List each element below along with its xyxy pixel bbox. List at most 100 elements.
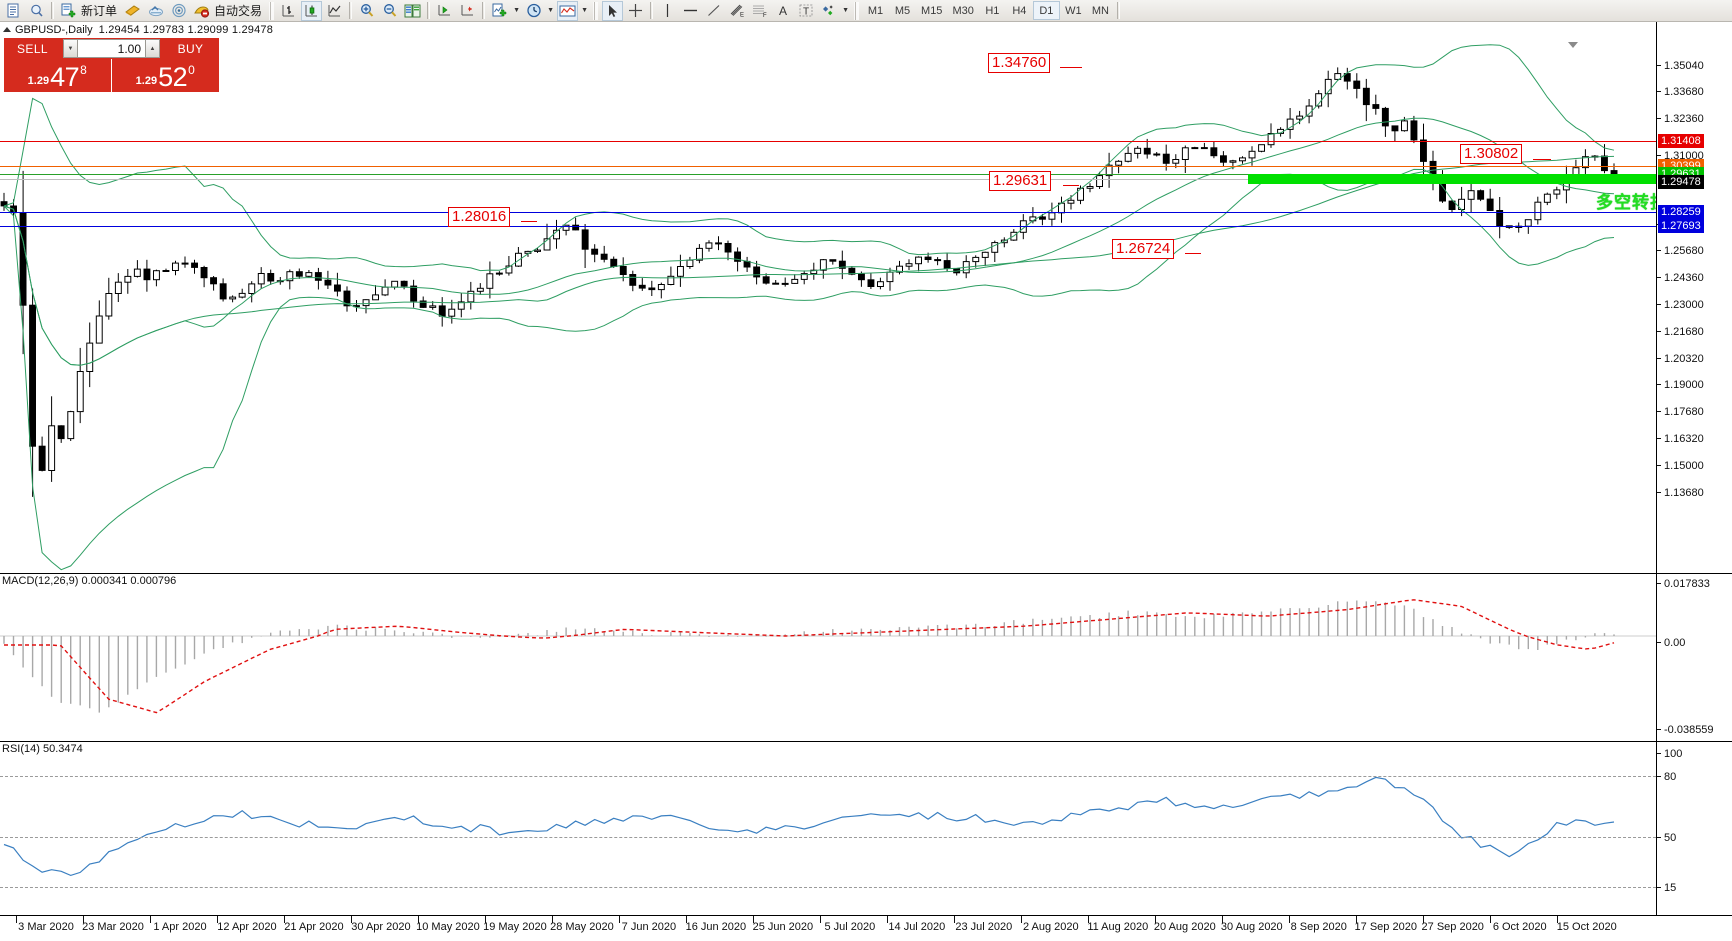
pivot-zone-highlight[interactable] [1248, 174, 1656, 184]
macd-panel[interactable]: MACD(12,26,9) 0.000341 0.000796 0.017833… [0, 573, 1732, 741]
buy-price-big: 52 [158, 62, 188, 92]
price-badge-1.29478[interactable]: 1.29478 [1658, 175, 1704, 189]
volume-input[interactable]: 1.00 [78, 39, 145, 58]
annotation-resistance[interactable]: 1.30802 [1460, 144, 1523, 165]
rsi-axis[interactable]: 100 80 50 15 [1656, 742, 1732, 915]
crosshair-icon[interactable] [625, 1, 646, 21]
periods-icon[interactable] [523, 1, 544, 21]
annotation-swing-high[interactable]: 1.34760 [988, 53, 1051, 74]
level-line-1.31408[interactable] [0, 141, 1656, 142]
sell-price-box[interactable]: 1.29 47 8 [4, 59, 112, 92]
equidistant-channel-icon[interactable]: E [726, 1, 747, 21]
chart-shift-marker-icon[interactable] [1568, 42, 1578, 48]
indicators-chevron-down-icon[interactable]: ▼ [513, 7, 520, 14]
price-badge-1.28259[interactable]: 1.28259 [1658, 205, 1704, 219]
tick-dash [1657, 729, 1661, 730]
zoom-search-icon[interactable] [26, 1, 47, 21]
price-chart-panel[interactable]: 1.34760 1.30802 1.29631 1.28016 1.26724 … [0, 22, 1732, 573]
timeframe-button-m1[interactable]: M1 [867, 4, 884, 17]
buy-button[interactable]: BUY [162, 38, 219, 59]
rsi-panel[interactable]: RSI(14) 50.3474 100 80 50 15 [0, 741, 1732, 915]
templates-chevron-down-icon[interactable]: ▼ [581, 7, 588, 14]
level-line-1.29631[interactable] [0, 174, 1656, 175]
price-tick-label: 1.19000 [1664, 378, 1704, 391]
vertical-line-icon[interactable] [657, 1, 678, 21]
indicators-icon[interactable] [489, 1, 510, 21]
price-tick-1.31000: 1.31000 [1657, 149, 1704, 162]
annotation-support[interactable]: 1.28016 [448, 207, 511, 228]
autotrading-label[interactable]: 自动交易 [214, 4, 263, 18]
toolbar-grip[interactable] [269, 1, 275, 20]
level-line-1.27693[interactable] [0, 226, 1656, 227]
text-icon[interactable]: A [772, 1, 793, 21]
timeframe-button-h1[interactable]: H1 [985, 4, 1000, 17]
price-axis[interactable]: 1.350401.336801.323601.310001.270001.256… [1656, 22, 1732, 573]
bar-chart-icon[interactable] [278, 1, 299, 21]
annotation-swing-low[interactable]: 1.26724 [1112, 239, 1175, 260]
signals-icon[interactable] [168, 1, 189, 21]
chinese-turning-point-note[interactable]: 多空转折点 [1596, 193, 1656, 212]
objects-chevron-down-icon[interactable]: ▼ [842, 7, 849, 14]
line-chart-icon[interactable] [324, 1, 345, 21]
toolbar-grip[interactable] [854, 1, 860, 20]
periods-chevron-down-icon[interactable]: ▼ [547, 7, 554, 14]
cursor-icon[interactable] [602, 0, 624, 21]
level-line-1.28259[interactable] [0, 212, 1656, 213]
buy-price-box[interactable]: 1.29 52 0 [111, 59, 219, 92]
rsi-tick-80: 80 [1657, 770, 1676, 783]
tile-windows-icon[interactable] [402, 1, 423, 21]
annotation-pivot[interactable]: 1.29631 [989, 171, 1052, 192]
symbol-name: GBPUSD-,Daily [15, 23, 93, 36]
auto-scroll-icon[interactable] [434, 1, 455, 21]
svg-text:F: F [763, 13, 767, 18]
volume-increase-button[interactable]: ▲ [145, 39, 160, 58]
level-line-current-price[interactable] [0, 179, 1656, 180]
timeframe-button-m5[interactable]: M5 [894, 4, 911, 17]
zoom-in-icon[interactable] [356, 1, 377, 21]
data-window-icon[interactable] [3, 1, 24, 21]
timeframe-button-w1[interactable]: W1 [1065, 4, 1082, 17]
date-tick-separator [1355, 916, 1357, 923]
macd-axis[interactable]: 0.017833 0.00 -0.038559 [1656, 574, 1732, 741]
fibonacci-icon[interactable]: F [749, 1, 770, 21]
new-order-icon[interactable] [58, 1, 79, 21]
timeframe-button-m15[interactable]: M15 [921, 4, 943, 17]
timeframe-button-h4[interactable]: H4 [1012, 4, 1027, 17]
date-tick-1: 23 Mar 2020 [82, 921, 144, 933]
candlestick-chart-icon[interactable] [301, 0, 323, 21]
macd-tick-label: -0.038559 [1664, 723, 1714, 736]
date-tick-separator [1154, 916, 1156, 923]
timeframe-button-m30[interactable]: M30 [952, 4, 974, 17]
autotrading-icon[interactable] [191, 1, 212, 21]
toolbar-grip[interactable] [593, 1, 599, 20]
zoom-out-icon[interactable] [379, 1, 400, 21]
price-badge-1.27693[interactable]: 1.27693 [1658, 219, 1704, 233]
new-order-label[interactable]: 新订单 [81, 4, 118, 18]
horizontal-line-icon[interactable] [680, 1, 701, 21]
macd-plot-area[interactable] [0, 574, 1656, 741]
rsi-tick-100: 100 [1657, 747, 1682, 760]
price-badge-1.31408[interactable]: 1.31408 [1658, 134, 1704, 148]
trendline-icon[interactable] [703, 1, 724, 21]
text-label-icon[interactable]: T [795, 1, 816, 21]
metaquotes-icon[interactable] [145, 1, 166, 21]
level-line-1.30399[interactable] [0, 166, 1656, 167]
volume-decrease-button[interactable]: ▼ [63, 39, 78, 58]
symbol-expand-icon[interactable] [3, 27, 11, 32]
toolbar-separator [349, 2, 353, 19]
timeframe-button-mn[interactable]: MN [1091, 4, 1109, 17]
price-plot-area[interactable]: 1.34760 1.30802 1.29631 1.28016 1.26724 … [0, 22, 1656, 573]
volume-stepper[interactable]: ▼ 1.00 ▲ [61, 38, 162, 59]
chart-shift-icon[interactable] [457, 1, 478, 21]
price-tick-1.33680: 1.33680 [1657, 85, 1704, 98]
templates-icon[interactable] [557, 0, 579, 21]
date-axis[interactable]: 3 Mar 2020 23 Mar 2020 1 Apr 2020 12 Apr 20… [0, 915, 1732, 941]
buy-price-sup: 0 [188, 63, 195, 77]
sell-button[interactable]: SELL [4, 38, 61, 59]
expert-advisor-icon[interactable] [122, 1, 143, 21]
rsi-plot-area[interactable] [0, 742, 1656, 915]
objects-icon[interactable] [818, 1, 839, 21]
timeframe-button-d1[interactable]: D1 [1032, 1, 1060, 20]
one-click-trading-panel[interactable]: SELL ▼ 1.00 ▲ BUY 1.29 47 8 1.29 52 0 [4, 38, 219, 92]
price-tick-label: 1.33680 [1664, 85, 1704, 98]
